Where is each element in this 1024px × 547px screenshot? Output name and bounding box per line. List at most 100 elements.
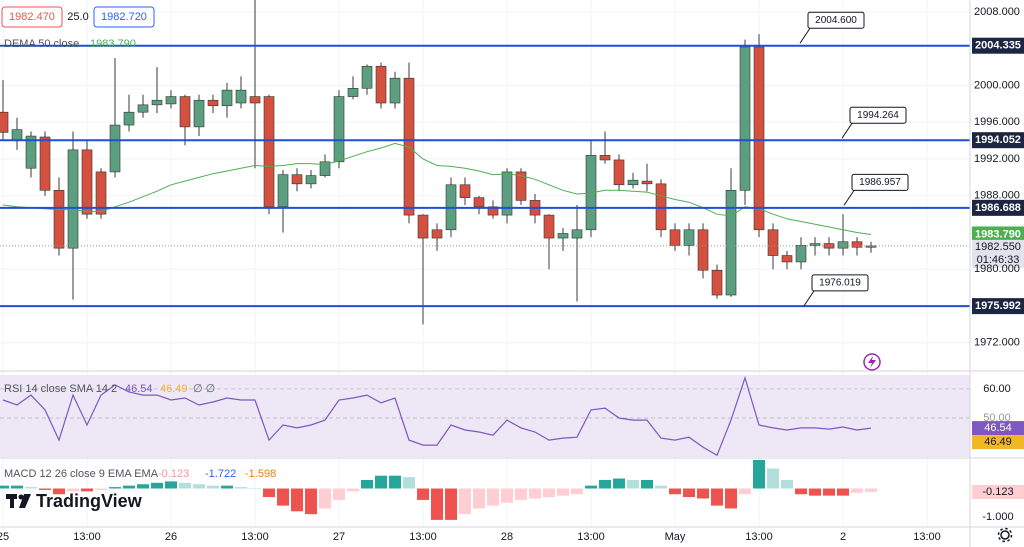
candle-body	[487, 206, 499, 216]
macd-histogram-bar	[361, 479, 374, 489]
macd-histogram-bar	[613, 478, 626, 489]
macd-histogram-bar	[333, 488, 346, 500]
macd-histogram-bar	[529, 488, 542, 499]
candle-body	[809, 243, 821, 246]
candle-body	[361, 65, 373, 89]
macd-histogram-bar	[123, 485, 136, 489]
rsi-value: 46.54	[125, 383, 153, 395]
callout-pointer	[799, 27, 811, 44]
macd-histogram-bar	[235, 487, 248, 489]
callout-box	[811, 274, 869, 292]
macd-histogram-bar	[865, 488, 878, 492]
y-tick-label: 2000.000	[974, 79, 1020, 91]
level-label: 2004.335	[975, 40, 1021, 52]
x-tick-label: 27	[333, 531, 345, 543]
macd-histogram-bar	[753, 460, 766, 489]
ask-text: 1982.720	[101, 11, 147, 23]
macd-histogram-bar	[557, 488, 570, 496]
level-label-box	[972, 298, 1024, 315]
candle-body	[431, 229, 443, 239]
macd-axis-box	[972, 485, 1024, 500]
candle-body	[837, 241, 849, 249]
watermark: TradingView	[36, 491, 143, 511]
callout-text: 1986.957	[859, 177, 901, 188]
macd-histogram-bar	[641, 479, 654, 489]
macd-histogram-bar	[655, 485, 668, 489]
macd-histogram-bar	[53, 488, 66, 495]
rsi-pane	[0, 375, 970, 457]
callout-text: 2004.600	[815, 15, 857, 26]
candle-body	[515, 171, 527, 201]
dema-legend: DEMA 50 close	[4, 38, 79, 50]
macd-histogram-bar	[767, 468, 780, 489]
macd-histogram-bar	[305, 488, 318, 515]
ask-badge[interactable]	[93, 6, 155, 28]
candle-body	[389, 77, 401, 104]
y-tick-label: 1980.000	[974, 263, 1020, 275]
macd-histogram-bar	[151, 482, 164, 489]
macd-histogram-bar	[277, 488, 290, 506]
candle-body	[459, 184, 471, 198]
candle-body	[333, 96, 345, 163]
macd-histogram-bar	[823, 488, 836, 496]
macd-histogram-bar	[249, 488, 262, 490]
candle-body	[25, 135, 37, 169]
callout-pointer	[841, 122, 853, 139]
macd-histogram-bar	[669, 488, 682, 495]
dema-legend-value: 1983.790	[90, 38, 136, 50]
candle-body	[767, 229, 779, 256]
y-tick-label: 1972.000	[974, 337, 1020, 349]
countdown: 01:46:33	[977, 254, 1020, 266]
x-tick-label: 13:00	[913, 531, 941, 543]
candle-body	[277, 174, 289, 208]
alert-icon[interactable]	[863, 353, 881, 371]
macd-histogram-bar	[795, 488, 808, 495]
candle-body	[221, 89, 233, 107]
macd-histogram-bar	[599, 479, 612, 489]
macd-histogram-bar	[417, 488, 430, 500]
rsi-sma-axis-box	[972, 435, 1024, 450]
rsi-tick-label: 60.00	[983, 383, 1011, 395]
macd-tick-label: -0.123	[982, 486, 1013, 498]
candle-body	[137, 104, 149, 113]
candle-body	[81, 149, 93, 215]
macd-histogram-bar	[0, 485, 10, 489]
macd-histogram-bar	[221, 485, 234, 489]
candle-body	[669, 229, 681, 246]
price-pane	[0, 0, 970, 325]
x-tick-label: 13:00	[577, 531, 605, 543]
candle-body	[11, 129, 23, 141]
macd-histogram-bar	[403, 477, 416, 489]
rsi-line	[2, 375, 872, 457]
overlay: 2004.335 1994.052 1986.688 1975.992 2004.600…	[799, 11, 1024, 523]
grid	[0, 0, 970, 527]
bid-badge[interactable]	[1, 6, 63, 28]
macd-histogram-bar	[319, 488, 332, 509]
macd-histogram-bar	[711, 488, 724, 506]
macd-histogram-bar	[459, 488, 472, 515]
x-tick-label: 25	[0, 531, 9, 543]
macd-histogram-bar	[25, 487, 38, 489]
x-tick-label: 26	[165, 531, 177, 543]
candle-body	[641, 180, 653, 185]
macd-histogram-bar	[179, 482, 192, 489]
callout-pointer	[803, 290, 815, 307]
macd-hist-value: -0.123	[158, 468, 189, 480]
macd-histogram-bar	[445, 488, 458, 520]
candle-body	[557, 233, 569, 239]
macd-histogram-bar	[697, 488, 710, 499]
candle-body	[739, 46, 751, 191]
candle-body	[0, 111, 9, 133]
candle-body	[123, 111, 135, 126]
candle-body	[543, 214, 555, 239]
y-tick-label: 1992.000	[974, 153, 1020, 165]
level-label-box	[972, 199, 1024, 216]
candle-body	[613, 159, 625, 186]
settings-icon[interactable]	[997, 527, 1013, 543]
rsi-tick-label: 50.00	[983, 412, 1011, 424]
y-tick-label: 2008.000	[974, 6, 1020, 18]
rsi-axis-box	[972, 421, 1024, 436]
macd-title: MACD 12 26 close 9 EMA EMA	[4, 468, 159, 480]
macd-histogram-bar	[431, 488, 444, 520]
